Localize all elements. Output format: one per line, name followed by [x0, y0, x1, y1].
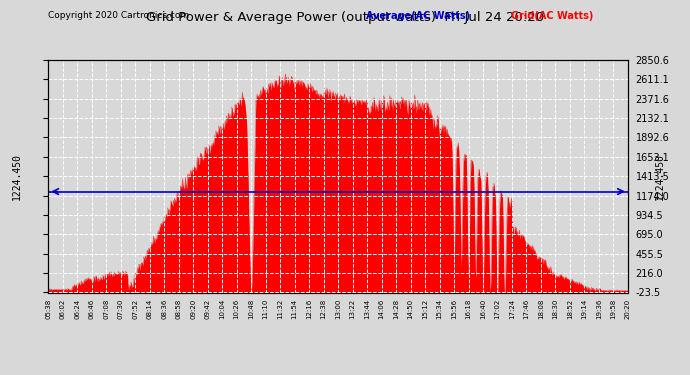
Text: Grid Power & Average Power (output watts)  Fri Jul 24 20:20: Grid Power & Average Power (output watts…: [146, 11, 544, 24]
Text: Grid(AC Watts): Grid(AC Watts): [511, 11, 593, 21]
Text: Copyright 2020 Cartronics.com: Copyright 2020 Cartronics.com: [48, 11, 190, 20]
Text: 1224.450: 1224.450: [655, 153, 664, 200]
Text: Average(AC Watts): Average(AC Watts): [366, 11, 470, 21]
Text: 1224.450: 1224.450: [12, 153, 21, 200]
